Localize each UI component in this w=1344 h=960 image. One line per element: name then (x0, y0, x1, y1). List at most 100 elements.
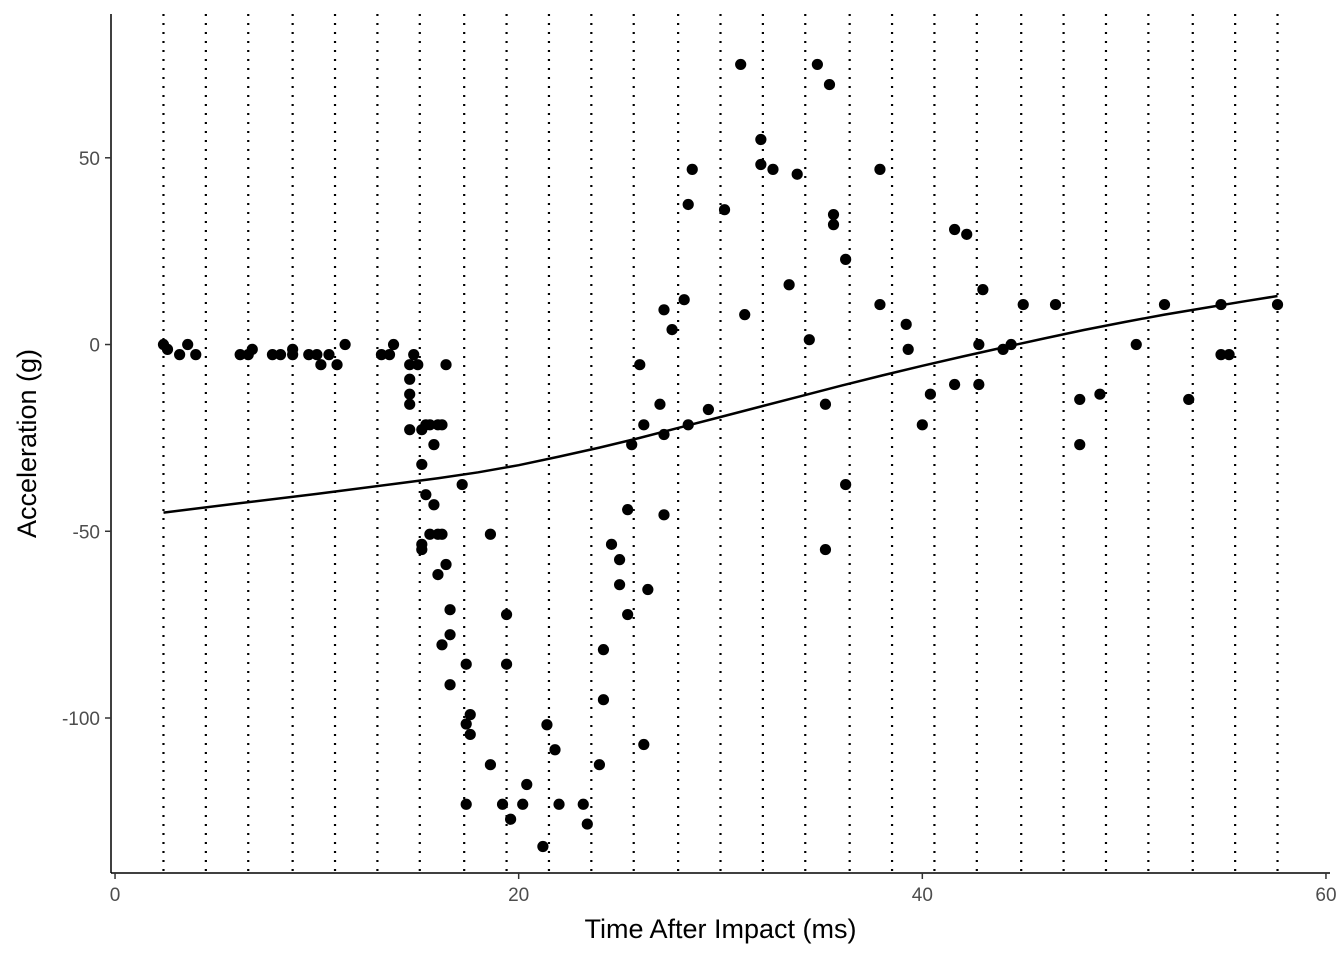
data-point (840, 478, 852, 491)
data-point (331, 359, 343, 371)
data-point (500, 658, 513, 670)
data-point (537, 840, 549, 853)
data-point (412, 359, 424, 371)
data-point (916, 419, 928, 431)
data-point (638, 738, 650, 751)
data-point (339, 338, 351, 351)
data-point (517, 798, 529, 810)
data-point (622, 608, 634, 621)
data-point (246, 343, 258, 355)
data-point (658, 304, 670, 316)
data-point (428, 499, 440, 511)
data-point (1223, 349, 1235, 361)
data-point (404, 359, 416, 371)
data-point (1074, 439, 1086, 451)
data-point (436, 528, 448, 540)
data-point (444, 604, 456, 616)
data-point (977, 284, 989, 296)
y-tick-label: -100 (62, 709, 100, 730)
data-point (634, 359, 646, 371)
data-point (961, 228, 973, 240)
data-point (1271, 298, 1284, 311)
data-point (783, 279, 795, 291)
data-point (234, 349, 246, 361)
data-point (440, 558, 452, 571)
data-point (791, 168, 803, 180)
knot-lines (162, 14, 1279, 873)
data-point (383, 349, 396, 361)
data-point (581, 818, 593, 830)
data-point (924, 388, 936, 400)
x-axis-title: Time After Impact (ms) (584, 914, 856, 944)
data-point (460, 658, 472, 670)
y-axis-title: Acceleration (g) (12, 349, 42, 538)
data-point (682, 198, 694, 211)
data-point (436, 639, 448, 651)
data-point (900, 318, 912, 330)
data-point (819, 398, 832, 410)
smooth-curve-layer (163, 294, 1278, 514)
data-point (404, 424, 416, 436)
data-point (686, 163, 698, 175)
data-point (739, 309, 751, 321)
data-point (658, 428, 670, 441)
data-point (404, 373, 416, 385)
data-point (654, 398, 666, 410)
data-point (666, 323, 678, 336)
data-point (432, 568, 444, 581)
data-point (416, 458, 428, 471)
y-axis-ticks: -100 -50 0 50 (62, 149, 111, 730)
data-point (622, 504, 634, 516)
data-point (460, 718, 472, 730)
data-point (161, 343, 174, 355)
data-point (266, 349, 279, 361)
data-point (755, 133, 767, 146)
y-tick-label: 50 (79, 149, 100, 170)
data-point (496, 798, 509, 810)
data-point (949, 378, 961, 391)
data-point (274, 349, 287, 361)
data-point (460, 798, 472, 810)
y-tick-label: -50 (73, 522, 100, 543)
data-point (1017, 298, 1029, 311)
data-point (440, 359, 452, 371)
data-point (444, 629, 456, 641)
data-point (436, 419, 448, 431)
data-point (549, 744, 561, 756)
data-point (311, 349, 323, 361)
data-point (375, 349, 388, 361)
data-point (874, 163, 886, 175)
data-point (1130, 338, 1142, 351)
data-point (973, 378, 985, 391)
data-point (287, 349, 299, 361)
data-point (755, 158, 767, 171)
data-point (420, 489, 432, 501)
data-point (811, 58, 823, 71)
data-point (464, 728, 476, 741)
data-point (597, 694, 610, 706)
data-point (827, 219, 840, 231)
data-point (464, 709, 476, 721)
data-point (484, 528, 497, 540)
data-point (408, 349, 420, 361)
data-point (182, 338, 194, 351)
smooth-trend-line (163, 294, 1278, 514)
data-point (823, 78, 836, 91)
data-point (303, 349, 315, 361)
data-point (840, 253, 852, 265)
data-point (973, 338, 985, 351)
data-point (949, 223, 961, 236)
data-point (424, 419, 436, 431)
data-point (404, 388, 416, 400)
data-point (767, 163, 779, 175)
data-point (484, 759, 497, 771)
data-point (702, 403, 714, 416)
x-tick-label: 40 (912, 885, 933, 906)
data-point (597, 644, 610, 656)
data-point (819, 543, 832, 556)
data-point (735, 58, 747, 71)
data-point (1158, 298, 1171, 311)
data-point (638, 419, 650, 431)
y-tick-label: 0 (89, 336, 100, 357)
